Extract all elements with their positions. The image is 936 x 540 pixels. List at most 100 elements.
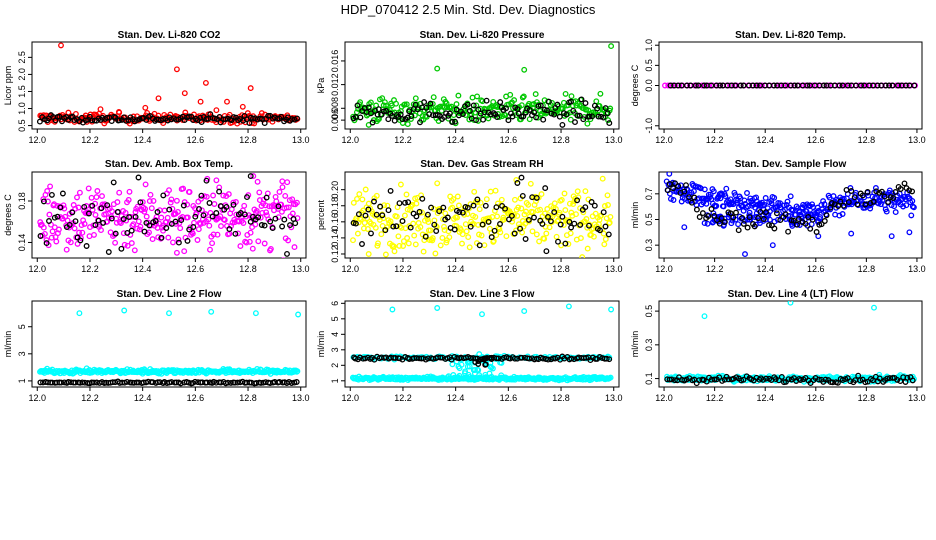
secondary-point — [691, 194, 698, 201]
secondary-point — [497, 99, 504, 106]
data-points — [663, 172, 917, 258]
secondary-point — [135, 174, 142, 181]
primary-point — [498, 196, 505, 203]
secondary-point — [732, 82, 739, 89]
secondary-point — [695, 82, 702, 89]
secondary-point — [479, 221, 486, 228]
secondary-point — [728, 82, 735, 89]
x-tick-label: 13.0 — [605, 264, 623, 274]
primary-point — [461, 370, 468, 377]
secondary-point — [279, 223, 286, 230]
secondary-point — [859, 192, 866, 199]
outlier-point — [181, 90, 188, 97]
primary-point — [378, 231, 385, 238]
primary-point — [454, 193, 461, 200]
x-tick-label: 12.6 — [500, 393, 518, 403]
primary-point — [529, 209, 536, 216]
secondary-point — [675, 183, 682, 190]
secondary-point — [422, 233, 429, 240]
secondary-point — [670, 185, 677, 192]
secondary-point — [718, 215, 725, 222]
secondary-point — [163, 225, 170, 231]
secondary-point — [763, 209, 769, 216]
secondary-point — [600, 114, 607, 121]
data-points — [349, 303, 615, 384]
secondary-point — [281, 216, 288, 223]
primary-point — [148, 205, 155, 212]
panel-title: Stan. Dev. Li-820 CO2 — [118, 30, 221, 41]
primary-point — [549, 99, 555, 106]
secondary-point — [837, 198, 844, 205]
secondary-point — [740, 376, 747, 383]
primary-point — [67, 239, 74, 246]
secondary-point — [562, 240, 569, 247]
primary-point — [470, 367, 477, 374]
primary-point — [404, 235, 411, 241]
secondary-point — [713, 82, 720, 89]
secondary-point — [352, 220, 359, 227]
secondary-point — [766, 222, 772, 229]
primary-point — [690, 188, 697, 195]
outlier-point — [787, 301, 794, 306]
outlier-point — [518, 174, 525, 181]
y-tick-label: 0.16 — [330, 213, 340, 231]
secondary-point — [85, 210, 92, 217]
primary-point — [429, 235, 436, 242]
secondary-point — [822, 376, 829, 383]
secondary-point — [413, 213, 420, 220]
x-tick-label: 13.0 — [292, 135, 310, 145]
primary-point — [168, 196, 175, 203]
secondary-point — [597, 227, 603, 234]
primary-point — [63, 246, 70, 253]
outlier-point — [542, 185, 549, 192]
secondary-point — [727, 210, 734, 217]
secondary-point — [885, 199, 892, 205]
secondary-point — [209, 213, 216, 220]
secondary-point — [105, 249, 112, 255]
primary-point — [432, 250, 439, 257]
primary-point — [704, 220, 711, 227]
secondary-point — [737, 82, 744, 89]
secondary-point — [368, 230, 374, 237]
secondary-point — [407, 224, 414, 231]
primary-point — [443, 100, 450, 107]
secondary-point — [497, 221, 503, 227]
secondary-point — [582, 100, 589, 107]
x-tick-label: 12.4 — [134, 393, 152, 403]
primary-point — [451, 106, 458, 113]
primary-point — [867, 205, 874, 212]
secondary-point — [545, 98, 552, 105]
x-tick-label: 12.2 — [394, 393, 412, 403]
x-tick-label: 12.6 — [807, 264, 825, 274]
primary-point — [395, 233, 402, 240]
primary-point — [551, 200, 558, 207]
primary-point — [405, 240, 412, 247]
secondary-point — [574, 197, 581, 204]
secondary-point — [600, 209, 607, 216]
primary-point — [386, 107, 393, 113]
secondary-point — [98, 205, 105, 212]
secondary-point — [288, 380, 295, 386]
secondary-point — [555, 238, 561, 245]
primary-point — [279, 184, 286, 191]
y-tick-label: 1 — [17, 378, 27, 383]
primary-point — [293, 199, 300, 206]
x-tick-label: 12.6 — [187, 264, 205, 274]
primary-point — [527, 180, 534, 187]
primary-point — [209, 240, 216, 247]
primary-point — [784, 82, 791, 89]
secondary-point — [488, 234, 495, 241]
secondary-point — [433, 228, 440, 234]
secondary-point — [540, 116, 547, 123]
y-tick-label: 5 — [330, 316, 340, 321]
secondary-point — [911, 82, 918, 89]
secondary-point — [158, 234, 165, 241]
outlier-point — [173, 249, 180, 256]
secondary-point — [751, 223, 758, 230]
primary-point — [518, 205, 525, 212]
primary-point — [393, 213, 400, 220]
primary-point — [161, 207, 168, 214]
primary-point — [128, 240, 135, 247]
secondary-point — [459, 111, 466, 118]
